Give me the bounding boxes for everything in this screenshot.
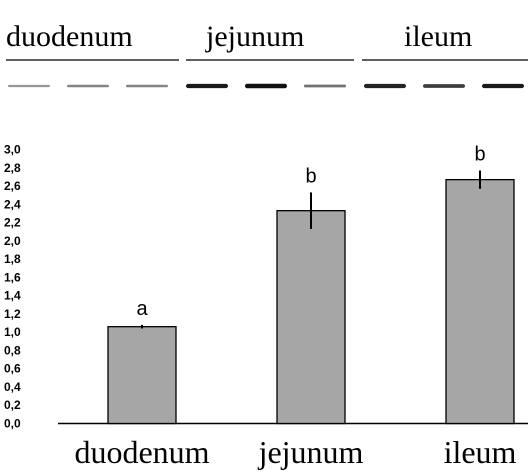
y-tick-label: 1,8	[4, 252, 21, 266]
significance-letter-duodenum: a	[136, 298, 148, 320]
y-tick-label: 1,2	[4, 307, 21, 321]
x-category-label-jejunum: jejunum	[258, 434, 364, 470]
blot-header-jejunum: jejunum	[205, 20, 304, 53]
y-tick-label: 1,0	[4, 325, 21, 339]
blot-band-ileum	[482, 83, 524, 89]
x-axis-category-labels: duodenum jejunum ileum	[74, 434, 516, 470]
blot-band-duodenum	[67, 84, 109, 88]
blot-band-jejunum	[186, 83, 228, 89]
y-tick-label: 2,8	[4, 161, 21, 175]
blot-panel: duodenum jejunum ileum	[6, 20, 528, 89]
y-tick-label: 1,4	[4, 289, 21, 303]
y-tick-label: 2,6	[4, 179, 21, 193]
error-bars	[141, 170, 481, 329]
bar-jejunum	[276, 210, 346, 425]
y-tick-label: 0,2	[4, 398, 21, 412]
bars	[107, 178, 515, 425]
y-tick-label: 3,0	[4, 143, 21, 157]
y-tick-label: 0,6	[4, 362, 21, 376]
y-tick-label: 2,0	[4, 234, 21, 248]
significance-letter-ileum: b	[474, 144, 485, 166]
blot-band-ileum	[423, 84, 465, 88]
blot-band-duodenum	[8, 84, 50, 88]
significance-letters: a b b	[136, 144, 485, 320]
bar-ileum	[445, 178, 515, 425]
y-axis-ticks: 3,0 2,8 2,6 2,4 2,2 2,0 1,8 1,6 1,4 1,2 1,0 0,8 0,6 0…	[4, 143, 21, 431]
y-tick-label: 1,6	[4, 270, 21, 284]
bar-duodenum	[107, 326, 177, 425]
y-tick-label: 2,4	[4, 197, 21, 211]
y-tick-label: 0,0	[4, 417, 21, 431]
y-tick-label: 0,4	[4, 380, 21, 394]
blot-header-duodenum: duodenum	[6, 20, 133, 53]
blot-band-jejunum	[245, 83, 287, 89]
y-tick-label: 0,8	[4, 343, 21, 357]
blot-band-duodenum	[126, 84, 168, 88]
x-category-label-ileum: ileum	[444, 434, 517, 470]
significance-letter-jejunum: b	[305, 165, 316, 187]
blot-header-ileum: ileum	[404, 20, 472, 53]
blot-band-ileum	[364, 83, 406, 89]
blot-band-jejunum	[304, 84, 346, 88]
y-tick-label: 2,2	[4, 216, 21, 230]
bar-chart: 3,0 2,8 2,6 2,4 2,2 2,0 1,8 1,6 1,4 1,2 1,0 0,8 0,6 0…	[4, 143, 528, 470]
x-category-label-duodenum: duodenum	[74, 434, 209, 470]
blot-bands	[8, 83, 524, 89]
